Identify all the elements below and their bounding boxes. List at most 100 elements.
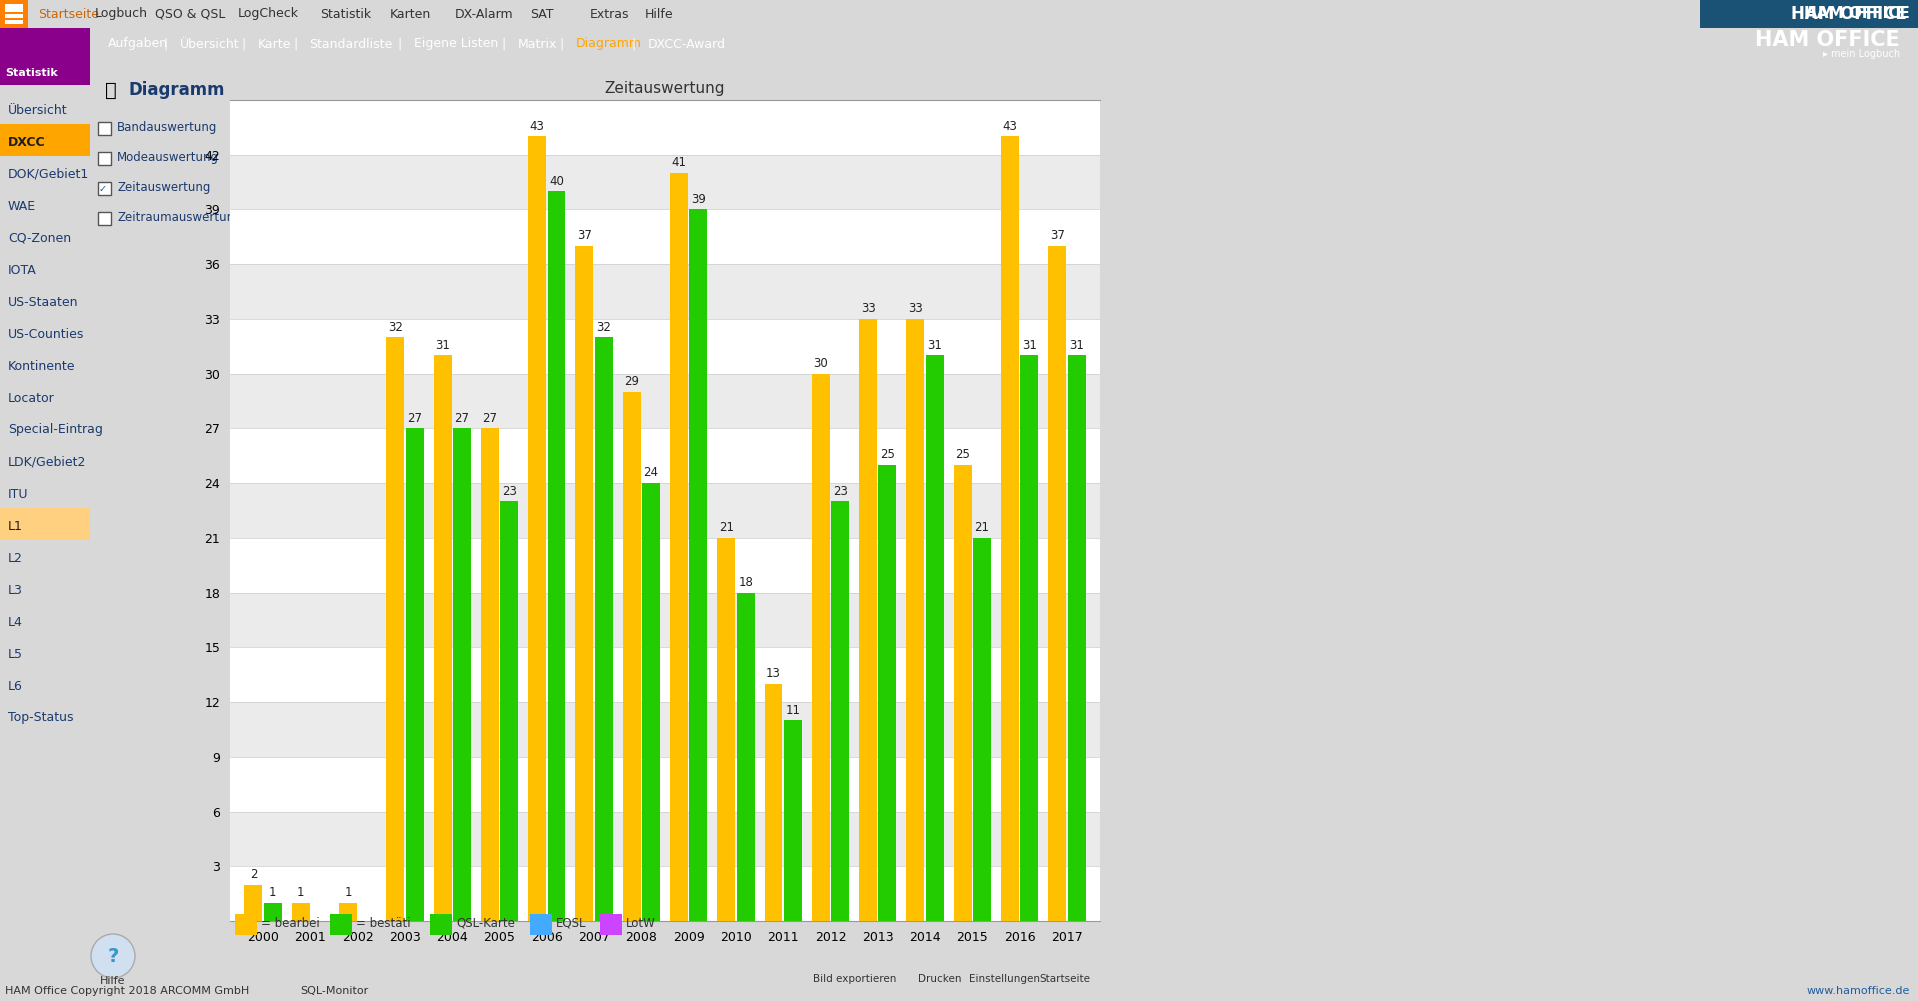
Text: Übersicht: Übersicht bbox=[180, 37, 240, 50]
Bar bbox=[547, 191, 566, 921]
Text: DX-Alarm: DX-Alarm bbox=[455, 7, 514, 20]
Bar bbox=[430, 915, 453, 935]
Text: 33: 33 bbox=[907, 302, 923, 315]
Bar bbox=[6, 14, 23, 18]
Text: = bestäti: = bestäti bbox=[357, 917, 410, 930]
Text: LotW: LotW bbox=[625, 917, 656, 930]
Text: Zeitauswertung: Zeitauswertung bbox=[117, 181, 211, 194]
Text: Locator: Locator bbox=[8, 391, 56, 404]
Bar bbox=[0, 124, 90, 156]
Text: 37: 37 bbox=[1049, 229, 1064, 242]
Text: Aufgaben: Aufgaben bbox=[107, 37, 169, 50]
Text: 24: 24 bbox=[644, 466, 658, 479]
Bar bbox=[1020, 355, 1038, 921]
Bar bbox=[386, 337, 405, 921]
Text: LogCheck: LogCheck bbox=[238, 7, 299, 20]
Text: DXCC: DXCC bbox=[8, 135, 46, 148]
Text: Modeauswertung: Modeauswertung bbox=[117, 151, 219, 164]
Text: Extras: Extras bbox=[591, 7, 629, 20]
Text: L4: L4 bbox=[8, 616, 23, 629]
Text: DOK/Gebiet1: DOK/Gebiet1 bbox=[8, 167, 90, 180]
Bar bbox=[575, 246, 593, 921]
Text: = bearbei: = bearbei bbox=[261, 917, 320, 930]
Text: |: | bbox=[556, 37, 570, 50]
Bar bbox=[339, 903, 357, 921]
Text: 21: 21 bbox=[719, 522, 735, 535]
Text: HAM Office Copyright 2018 ARCOMM GmbH: HAM Office Copyright 2018 ARCOMM GmbH bbox=[6, 986, 249, 996]
Text: DXCC-Award: DXCC-Award bbox=[648, 37, 725, 50]
Bar bbox=[1068, 355, 1086, 921]
Text: Diagramm: Diagramm bbox=[129, 81, 224, 99]
Bar bbox=[230, 483, 1101, 538]
Text: EQSL: EQSL bbox=[556, 917, 587, 930]
Text: 11: 11 bbox=[784, 704, 800, 717]
Bar bbox=[0, 0, 29, 28]
Text: HAM OFFICE: HAM OFFICE bbox=[1755, 30, 1901, 50]
Text: Hilfe: Hilfe bbox=[644, 7, 673, 20]
Bar bbox=[230, 373, 1101, 428]
Bar bbox=[595, 337, 612, 921]
Bar bbox=[453, 428, 472, 921]
Text: 33: 33 bbox=[861, 302, 875, 315]
Bar bbox=[830, 502, 850, 921]
Text: 43: 43 bbox=[529, 120, 545, 133]
Bar bbox=[230, 702, 1101, 757]
Text: www.hamoffice.de: www.hamoffice.de bbox=[1807, 986, 1910, 996]
Text: 31: 31 bbox=[926, 338, 942, 351]
Text: WAE: WAE bbox=[8, 199, 36, 212]
Text: LDK/Gebiet2: LDK/Gebiet2 bbox=[8, 455, 86, 468]
Text: Logbuch: Logbuch bbox=[96, 7, 148, 20]
Bar bbox=[230, 812, 1101, 866]
Bar bbox=[878, 464, 896, 921]
Bar bbox=[244, 885, 263, 921]
Text: ?: ? bbox=[107, 947, 119, 966]
Text: 1: 1 bbox=[269, 886, 276, 899]
Text: 21: 21 bbox=[974, 522, 990, 535]
Bar bbox=[6, 20, 23, 24]
Bar bbox=[481, 428, 499, 921]
Text: Drucken: Drucken bbox=[919, 974, 961, 984]
Text: HAM OFFICE: HAM OFFICE bbox=[1791, 5, 1906, 23]
Text: 30: 30 bbox=[813, 357, 829, 370]
Text: Startseite: Startseite bbox=[38, 7, 100, 20]
Text: Karte: Karte bbox=[257, 37, 292, 50]
Text: 27: 27 bbox=[407, 411, 422, 424]
Bar bbox=[0, 28, 90, 60]
Text: Zeitraumauswertung: Zeitraumauswertung bbox=[117, 211, 242, 224]
Text: Diagramm: Diagramm bbox=[575, 37, 643, 50]
Text: 32: 32 bbox=[596, 320, 612, 333]
Text: 27: 27 bbox=[455, 411, 470, 424]
Bar bbox=[643, 483, 660, 921]
Bar bbox=[953, 464, 972, 921]
Text: 31: 31 bbox=[1068, 338, 1084, 351]
Bar bbox=[6, 4, 23, 12]
Bar bbox=[0, 60, 90, 85]
Text: L5: L5 bbox=[8, 648, 23, 661]
Text: Startseite: Startseite bbox=[1040, 974, 1091, 984]
Bar bbox=[98, 182, 111, 195]
Bar bbox=[859, 319, 877, 921]
Bar bbox=[0, 508, 90, 540]
Text: 1: 1 bbox=[343, 886, 351, 899]
Text: Kontinente: Kontinente bbox=[8, 359, 75, 372]
Bar bbox=[230, 593, 1101, 648]
Text: Bild exportieren: Bild exportieren bbox=[813, 974, 898, 984]
Text: |: | bbox=[238, 37, 249, 50]
Text: L2: L2 bbox=[8, 552, 23, 565]
Text: ✓: ✓ bbox=[100, 184, 107, 194]
Bar bbox=[669, 173, 689, 921]
Bar bbox=[600, 915, 621, 935]
Text: |: | bbox=[290, 37, 303, 50]
Text: IOTA: IOTA bbox=[8, 263, 36, 276]
Bar bbox=[907, 319, 924, 921]
Text: 40: 40 bbox=[549, 174, 564, 187]
Bar bbox=[405, 428, 424, 921]
Bar bbox=[623, 392, 641, 921]
Bar bbox=[527, 136, 547, 921]
Text: Statistik: Statistik bbox=[320, 7, 370, 20]
Text: 25: 25 bbox=[955, 448, 971, 461]
Text: Einstellungen: Einstellungen bbox=[969, 974, 1040, 984]
Text: ITU: ITU bbox=[8, 487, 29, 500]
Bar bbox=[330, 915, 353, 935]
Text: L3: L3 bbox=[8, 584, 23, 597]
